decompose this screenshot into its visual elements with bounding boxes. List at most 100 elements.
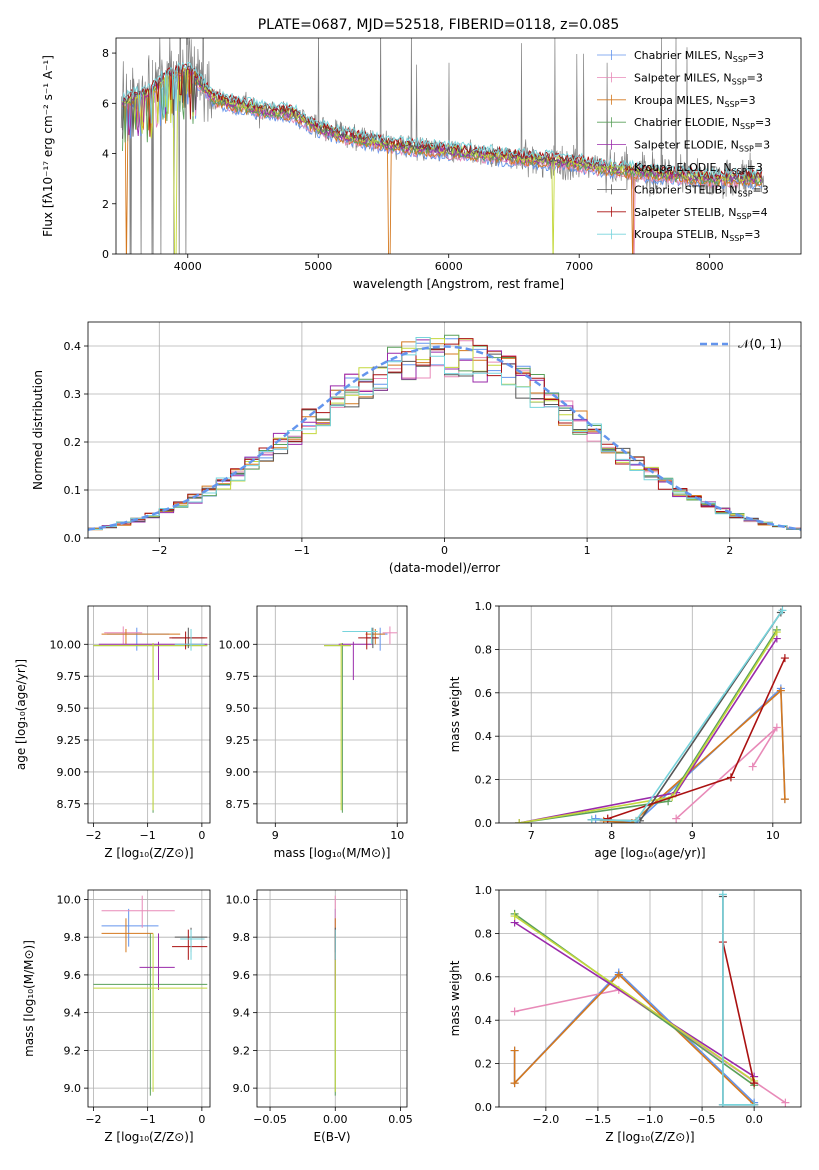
data-point-marker (726, 773, 735, 782)
axes-frame (256, 889, 408, 1108)
axes-frame (87, 605, 211, 824)
model-line-salpeter-elodie (122, 65, 763, 185)
x-axis-label: (data-model)/error (389, 561, 500, 575)
y-tick-label: 8 (102, 47, 109, 60)
y-axis-label: age [log₁₀(age/yr)] (14, 659, 28, 770)
x-tick-label: 9 (272, 829, 279, 842)
plot-area (120, 38, 765, 254)
errorbar-salpeter-stelib (172, 929, 208, 960)
x-tick-label: 4000 (174, 260, 202, 273)
series-salpeter-stelib (603, 654, 789, 823)
errorbar-chabrier-elodie (93, 933, 208, 1096)
data-point-marker (603, 814, 612, 823)
histogram-kroupa-stelib (88, 337, 801, 532)
grid (499, 890, 801, 1107)
x-tick-label: 8000 (696, 260, 724, 273)
data-point-marker (672, 814, 681, 823)
series-kroupa-miles (599, 686, 789, 823)
data-point-marker (510, 912, 519, 921)
axes-frame (498, 605, 802, 824)
legend-label: Kroupa MILES, NSSP=3 (634, 94, 756, 109)
model-line-chabrier-miles (122, 74, 763, 190)
x-axis-label: Z [log₁₀(Z/Z⊙)] (104, 1130, 193, 1144)
axes-frame (87, 889, 211, 1108)
legend-label-sub: SSP (729, 234, 744, 243)
x-tick-label: 10 (766, 829, 780, 842)
legend-label: Kroupa ELODIE, NSSP=3 (634, 161, 763, 176)
y-tick-label: 10.0 (226, 893, 251, 906)
plot-area (499, 606, 801, 823)
errorbar-chabrier-elodie (93, 643, 208, 813)
legend-label-value: =3 (739, 94, 755, 107)
legend-label-value: =3 (748, 49, 764, 62)
y-tick-label: 0.1 (64, 484, 82, 497)
grid (257, 606, 407, 823)
y-tick-label: 0.0 (64, 532, 82, 545)
x-tick-label: −2.0 (533, 1113, 560, 1126)
x-tick-label: 5000 (304, 260, 332, 273)
x-tick-label: 7 (528, 829, 535, 842)
y-tick-label: 0 (102, 248, 109, 261)
data-point-marker (587, 815, 596, 823)
x-tick-label: −2 (151, 544, 167, 557)
errorbar-salpeter-elodie (139, 933, 175, 991)
legend-label-sub: SSP (732, 77, 747, 86)
grid (257, 890, 407, 1107)
y-tick-label: 0.8 (475, 643, 493, 656)
errorbar-kroupa-elodie (93, 933, 208, 1092)
x-tick-label: 0.05 (388, 1113, 413, 1126)
x-tick-label: 0.0 (745, 1113, 763, 1126)
data-point-marker (780, 795, 789, 804)
errorbar-salpeter-miles (104, 626, 143, 645)
plot-area (88, 890, 210, 1107)
series-line (513, 971, 755, 1104)
data-point-marker (750, 1079, 759, 1088)
data-point-marker (781, 1098, 790, 1107)
panel-residuals: −2 −1 0 1 2 0.0 0.1 0.2 0.3 0.4 (data-model)/error… (31, 321, 802, 575)
axes-frame (498, 889, 802, 1108)
x-tick-label: 8 (608, 829, 615, 842)
data-point-marker (718, 890, 727, 899)
x-tick-label: 9 (689, 829, 696, 842)
data-point-marker (780, 654, 789, 663)
data-point-marker (591, 814, 600, 823)
legend-label-sub: SSP (733, 55, 748, 64)
series-salpeter-elodie (515, 634, 781, 823)
y-tick-label: 9.4 (233, 1007, 251, 1020)
x-tick-label: −1.5 (585, 1113, 612, 1126)
panel-spectrum: 4000 5000 6000 7000 8000 0 2 4 6 8 wavelength [Ang… (41, 17, 802, 291)
y-tick-label: 2 (102, 198, 109, 211)
x-tick-label: 0 (198, 829, 205, 842)
y-tick-label: 9.6 (64, 969, 82, 982)
errorbar-chabrier-miles (101, 908, 159, 947)
legend-label-main: Kroupa ELODIE, N (634, 161, 732, 174)
y-tick-label: 9.75 (57, 670, 82, 683)
legend-label-main: Chabrier STELIB, N (634, 183, 738, 196)
legend-label: Kroupa STELIB, NSSP=3 (634, 228, 760, 243)
x-tick-label: 10 (390, 829, 404, 842)
y-tick-label: 0.2 (475, 1058, 493, 1071)
y-tick-label: 0.6 (475, 687, 493, 700)
legend-label-sub: SSP (738, 189, 753, 198)
y-tick-label: 0.0 (475, 1101, 493, 1114)
x-tick-label: 2 (726, 544, 733, 557)
errorbar-salpeter-stelib (358, 631, 378, 650)
legend-label-main: Kroupa MILES, N (634, 94, 724, 107)
data-point-marker (776, 686, 785, 695)
x-tick-label: −1 (294, 544, 310, 557)
series-kroupa-stelib (587, 606, 787, 823)
legend-label-main: Salpeter MILES, N (634, 71, 732, 84)
y-tick-label: 8.75 (57, 798, 82, 811)
y-tick-label: 0.3 (64, 388, 82, 401)
data-point-marker (778, 606, 787, 615)
errorbar-kroupa-stelib (174, 628, 205, 651)
series-kroupa-miles (510, 970, 759, 1107)
panel-weight-vs-age: 7 8 9 10 0.0 0.2 0.4 0.6 0.8 1.0 age [log₁₀(age/yr… (448, 600, 802, 860)
legend-label-main: Salpeter STELIB, N (634, 206, 736, 219)
y-tick-label: 0.4 (475, 730, 493, 743)
y-tick-label: 9.4 (64, 1007, 82, 1020)
data-point-marker (510, 1007, 519, 1016)
series-line (603, 688, 786, 823)
data-point-marker (510, 1046, 519, 1055)
legend-label: Chabrier MILES, NSSP=3 (634, 49, 764, 64)
